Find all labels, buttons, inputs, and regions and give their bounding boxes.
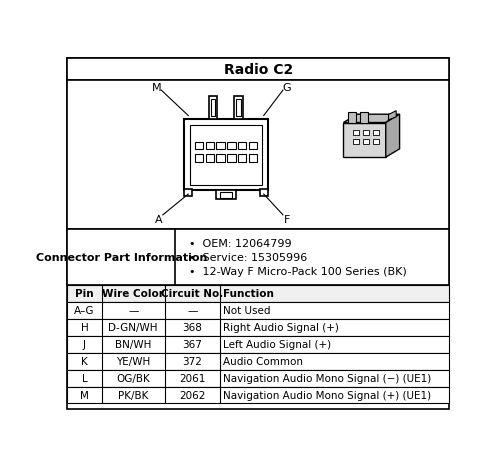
Bar <box>211 100 215 117</box>
Text: •  Service: 15305996: • Service: 15305996 <box>189 253 307 263</box>
Polygon shape <box>343 115 400 123</box>
Bar <box>236 100 240 117</box>
Bar <box>68 59 449 81</box>
Bar <box>209 97 218 120</box>
Bar <box>68 319 449 336</box>
Text: •  OEM: 12064799: • OEM: 12064799 <box>189 239 292 249</box>
Bar <box>248 143 257 150</box>
Bar <box>206 155 214 163</box>
Text: Radio C2: Radio C2 <box>224 63 293 77</box>
Text: H: H <box>81 323 88 332</box>
Bar <box>216 191 236 200</box>
Bar <box>184 189 192 197</box>
Text: M: M <box>80 390 89 400</box>
Bar <box>353 140 359 145</box>
Bar <box>220 192 232 199</box>
Text: 372: 372 <box>182 357 203 366</box>
Bar <box>184 120 268 191</box>
Bar <box>227 143 235 150</box>
Bar <box>68 336 449 353</box>
Bar <box>234 97 243 120</box>
Bar <box>195 155 203 163</box>
Text: PK/BK: PK/BK <box>118 390 148 400</box>
Bar <box>195 143 203 150</box>
Bar <box>68 387 449 404</box>
Bar <box>206 143 214 150</box>
Bar <box>248 155 257 163</box>
Bar <box>68 285 449 302</box>
Text: 2062: 2062 <box>179 390 206 400</box>
Polygon shape <box>389 112 396 121</box>
Text: —: — <box>187 306 198 316</box>
Text: Circuit No.: Circuit No. <box>161 289 224 299</box>
Bar <box>363 140 369 145</box>
Bar <box>260 189 268 197</box>
Text: 2061: 2061 <box>179 373 206 383</box>
Text: A: A <box>155 214 163 224</box>
Bar <box>353 131 359 136</box>
Bar <box>68 353 449 370</box>
Bar <box>227 155 235 163</box>
Bar <box>68 230 449 285</box>
Bar <box>372 140 379 145</box>
Text: G: G <box>282 83 291 93</box>
Text: Audio Common: Audio Common <box>223 357 303 366</box>
Text: BN/WH: BN/WH <box>115 339 151 350</box>
Text: OG/BK: OG/BK <box>116 373 150 383</box>
Text: L: L <box>82 373 87 383</box>
Text: Navigation Audio Mono Signal (+) (UE1): Navigation Audio Mono Signal (+) (UE1) <box>223 390 431 400</box>
Bar <box>238 155 246 163</box>
Text: Function: Function <box>223 289 274 299</box>
Bar <box>238 143 246 150</box>
Text: —: — <box>128 306 139 316</box>
Text: Pin: Pin <box>75 289 94 299</box>
Text: 367: 367 <box>182 339 203 350</box>
Bar <box>372 131 379 136</box>
Text: J: J <box>83 339 86 350</box>
Text: •  12-Way F Micro-Pack 100 Series (BK): • 12-Way F Micro-Pack 100 Series (BK) <box>189 267 407 276</box>
Text: YE/WH: YE/WH <box>116 357 150 366</box>
Polygon shape <box>386 115 400 158</box>
Text: M: M <box>152 83 161 93</box>
Text: Not Used: Not Used <box>223 306 271 316</box>
Text: A–G: A–G <box>74 306 95 316</box>
Bar <box>68 81 449 230</box>
Bar <box>68 370 449 387</box>
Bar <box>190 125 262 185</box>
Text: Navigation Audio Mono Signal (−) (UE1): Navigation Audio Mono Signal (−) (UE1) <box>223 373 431 383</box>
Bar <box>216 155 225 163</box>
Text: F: F <box>284 214 291 224</box>
Text: Connector Part Information: Connector Part Information <box>36 253 207 263</box>
Bar <box>68 302 449 319</box>
Bar <box>360 113 368 123</box>
Text: Wire Color: Wire Color <box>102 289 164 299</box>
Text: 368: 368 <box>182 323 203 332</box>
Bar <box>363 131 369 136</box>
Text: K: K <box>81 357 88 366</box>
Bar <box>348 113 356 123</box>
Text: Left Audio Signal (+): Left Audio Signal (+) <box>223 339 331 350</box>
Bar <box>216 143 225 150</box>
Polygon shape <box>343 123 386 158</box>
Text: Right Audio Signal (+): Right Audio Signal (+) <box>223 323 339 332</box>
Text: D-GN/WH: D-GN/WH <box>108 323 158 332</box>
